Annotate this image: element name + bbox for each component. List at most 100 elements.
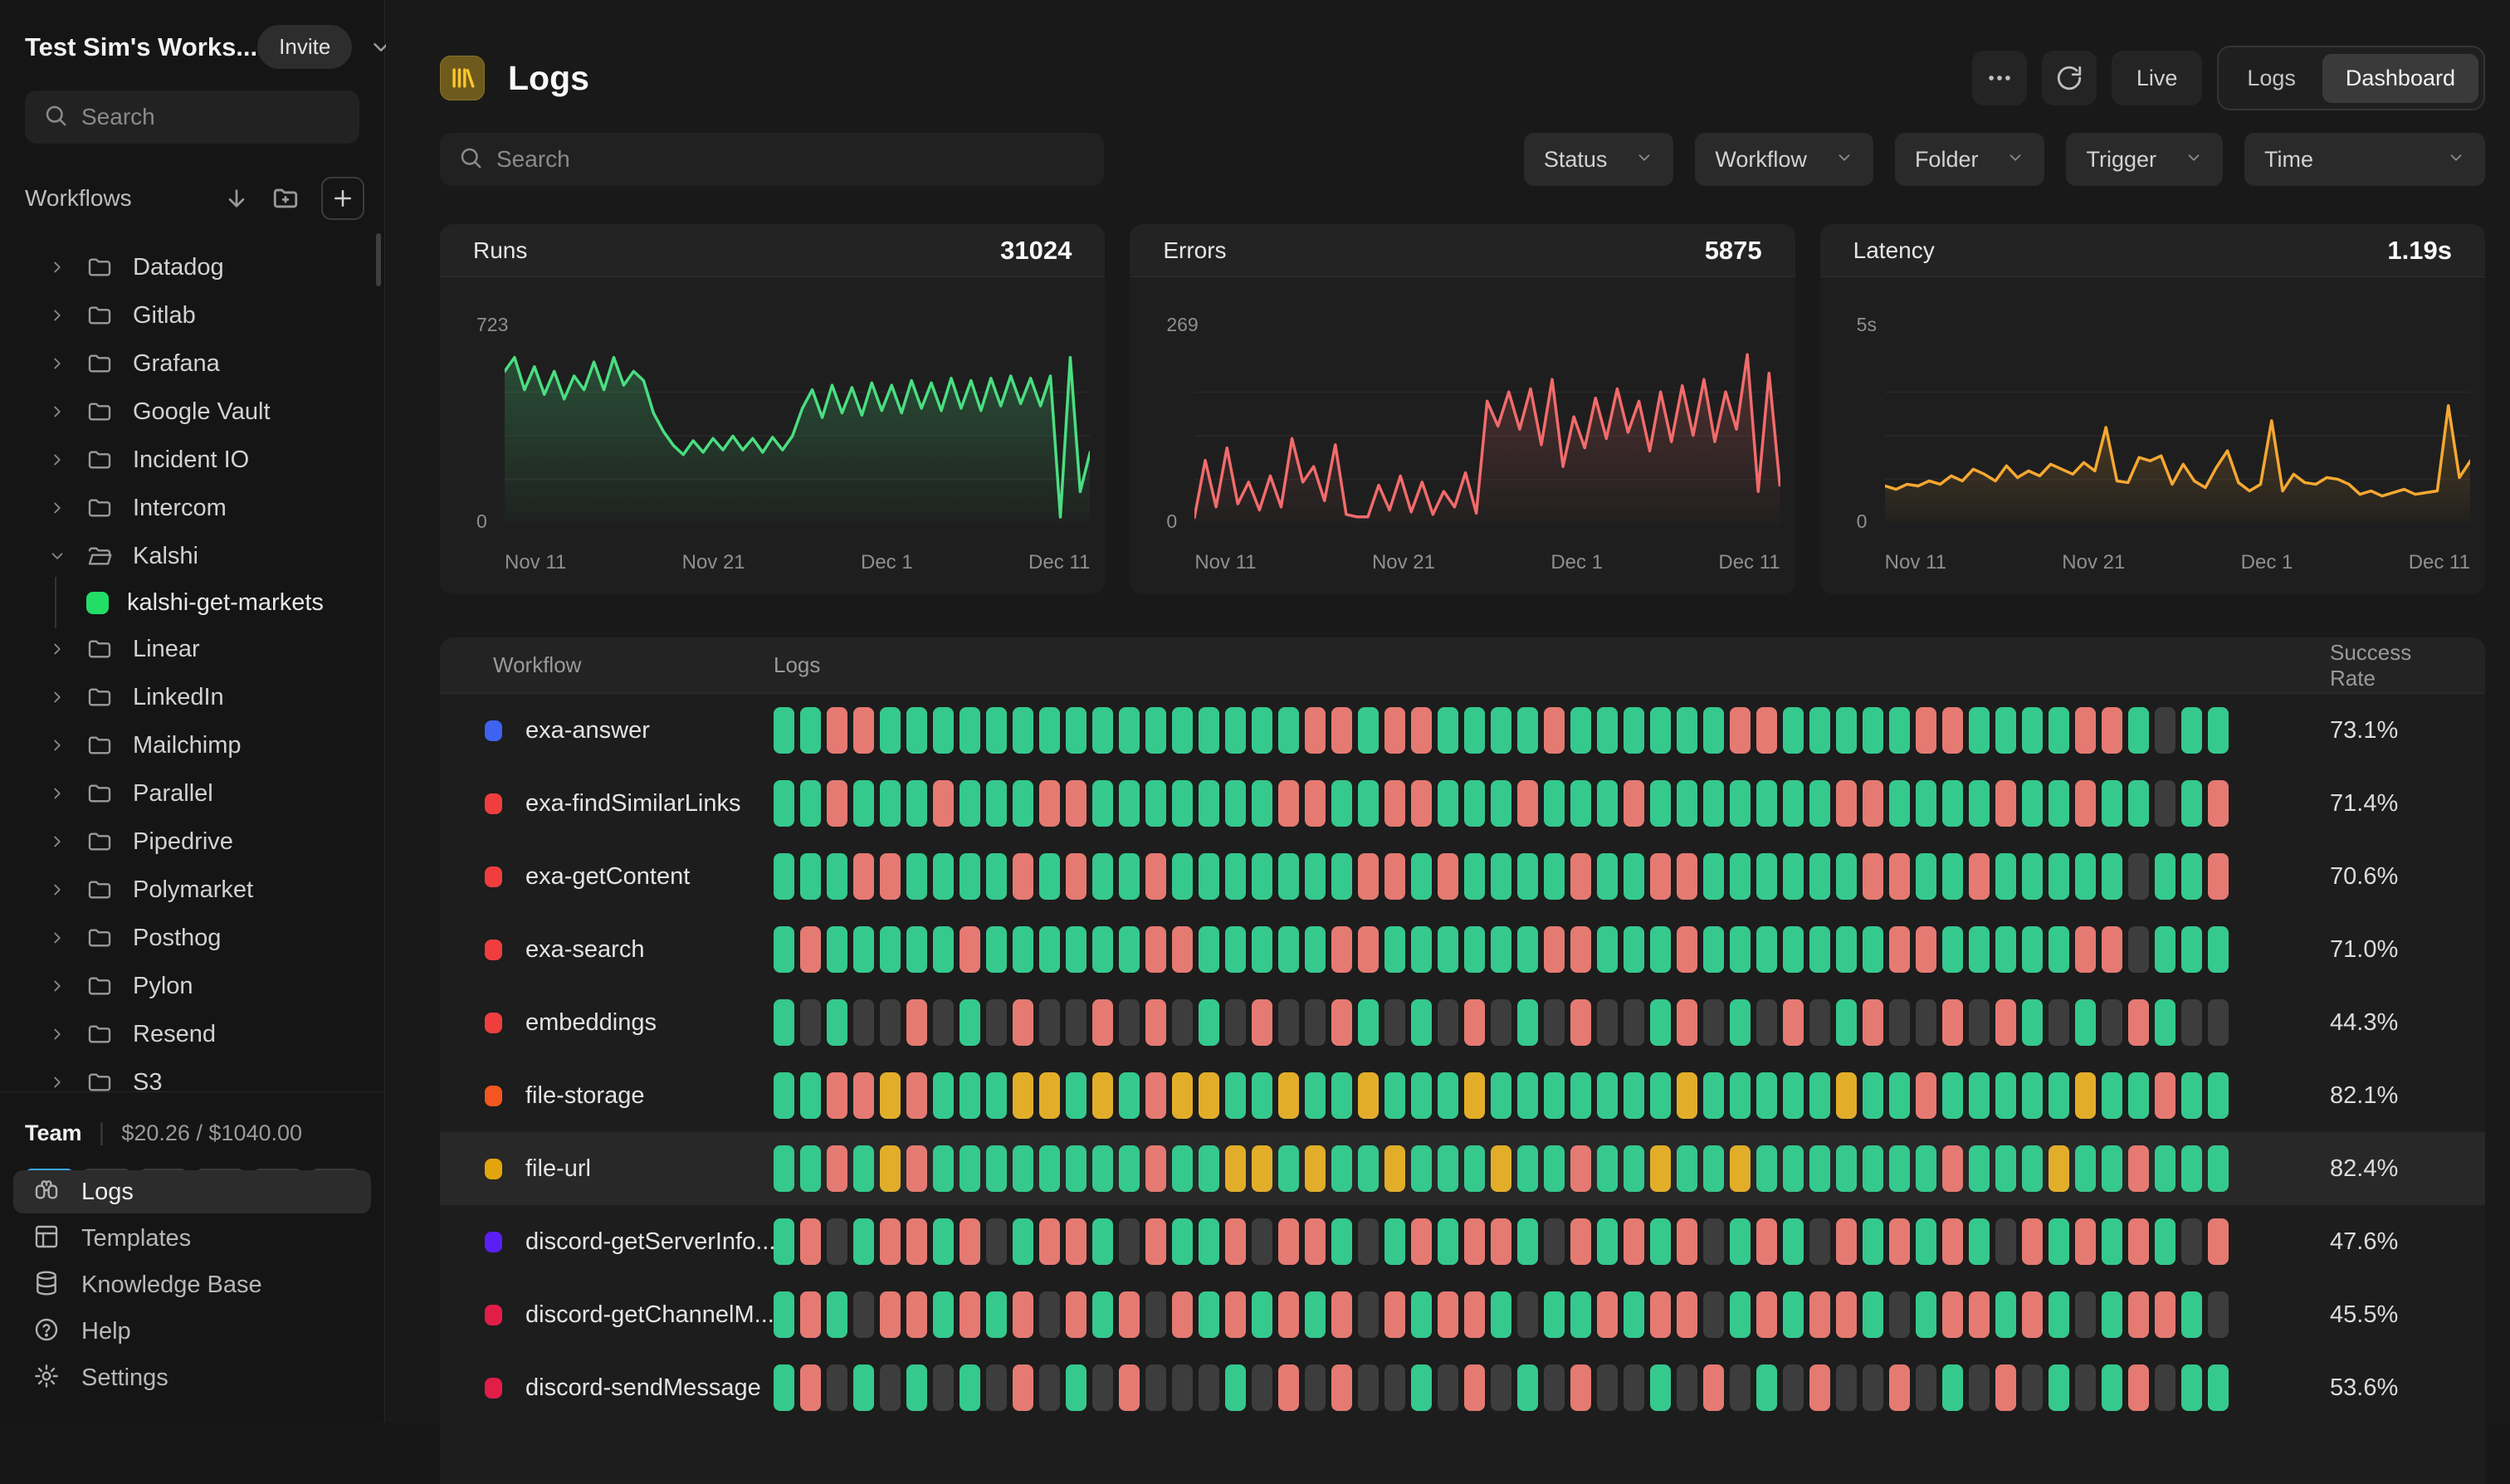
- log-status-bar[interactable]: [853, 707, 874, 754]
- log-status-bar[interactable]: [1570, 853, 1591, 900]
- log-status-bar[interactable]: [800, 999, 821, 1046]
- log-status-bar[interactable]: [2155, 780, 2175, 827]
- log-status-bar[interactable]: [1252, 707, 1272, 754]
- log-status-bar[interactable]: [1650, 999, 1671, 1046]
- log-status-bar[interactable]: [1942, 853, 1963, 900]
- log-status-bar[interactable]: [1092, 1218, 1113, 1265]
- log-status-bar[interactable]: [1916, 926, 1936, 973]
- log-status-bar[interactable]: [1438, 780, 1458, 827]
- log-status-bar[interactable]: [1756, 1218, 1777, 1265]
- log-status-bar[interactable]: [1039, 707, 1060, 754]
- sidebar-folder-kalshi[interactable]: Kalshi: [0, 532, 384, 580]
- log-status-bar[interactable]: [1119, 1291, 1140, 1338]
- log-status-bar[interactable]: [1597, 707, 1618, 754]
- log-status-bar[interactable]: [1863, 1291, 1883, 1338]
- log-status-bar[interactable]: [906, 1218, 927, 1265]
- log-status-bar[interactable]: [1863, 1364, 1883, 1411]
- log-status-bar[interactable]: [1544, 1072, 1565, 1119]
- sidebar-folder-pipedrive[interactable]: Pipedrive: [0, 818, 384, 866]
- log-status-bar[interactable]: [1172, 707, 1193, 754]
- log-status-bar[interactable]: [1438, 1291, 1458, 1338]
- table-row-exa-search[interactable]: exa-search71.0%: [440, 913, 2485, 986]
- log-status-bar[interactable]: [1411, 926, 1432, 973]
- log-status-bar[interactable]: [880, 1218, 901, 1265]
- log-status-bar[interactable]: [906, 1145, 927, 1192]
- log-status-bar[interactable]: [827, 707, 847, 754]
- log-status-bar[interactable]: [1252, 780, 1272, 827]
- log-status-bar[interactable]: [1013, 1145, 1033, 1192]
- log-status-bar[interactable]: [1517, 1291, 1538, 1338]
- log-status-bar[interactable]: [1995, 1218, 2016, 1265]
- log-status-bar[interactable]: [2022, 853, 2043, 900]
- log-status-bar[interactable]: [1889, 707, 1910, 754]
- log-status-bar[interactable]: [1252, 999, 1272, 1046]
- log-status-bar[interactable]: [1756, 780, 1777, 827]
- log-status-bar[interactable]: [1677, 1218, 1697, 1265]
- sidebar-search[interactable]: ⌘K: [25, 90, 359, 144]
- log-status-bar[interactable]: [827, 926, 847, 973]
- log-status-bar[interactable]: [1278, 1364, 1299, 1411]
- log-status-bar[interactable]: [1039, 853, 1060, 900]
- log-status-bar[interactable]: [1066, 707, 1087, 754]
- log-status-bar[interactable]: [1836, 1218, 1857, 1265]
- log-status-bar[interactable]: [906, 1072, 927, 1119]
- log-status-bar[interactable]: [1597, 926, 1618, 973]
- log-status-bar[interactable]: [906, 999, 927, 1046]
- table-row-file-url[interactable]: file-url82.4%: [440, 1132, 2485, 1205]
- log-status-bar[interactable]: [1995, 926, 2016, 973]
- log-status-bar[interactable]: [1199, 926, 1219, 973]
- log-status-bar[interactable]: [1916, 1291, 1936, 1338]
- log-status-bar[interactable]: [774, 926, 794, 973]
- log-status-bar[interactable]: [1809, 1291, 1830, 1338]
- log-status-bar[interactable]: [2181, 1364, 2202, 1411]
- log-status-bar[interactable]: [1863, 707, 1883, 754]
- log-status-bar[interactable]: [1756, 707, 1777, 754]
- log-status-bar[interactable]: [1225, 780, 1246, 827]
- log-status-bar[interactable]: [1650, 1218, 1671, 1265]
- sidebar-folder-google-vault[interactable]: Google Vault: [0, 388, 384, 436]
- log-status-bar[interactable]: [853, 1072, 874, 1119]
- log-status-bar[interactable]: [1756, 853, 1777, 900]
- log-status-bar[interactable]: [986, 999, 1007, 1046]
- log-status-bar[interactable]: [1172, 780, 1193, 827]
- log-status-bar[interactable]: [933, 853, 954, 900]
- log-status-bar[interactable]: [1650, 780, 1671, 827]
- log-status-bar[interactable]: [1145, 1072, 1166, 1119]
- log-status-bar[interactable]: [1331, 780, 1352, 827]
- log-status-bar[interactable]: [933, 926, 954, 973]
- log-status-bar[interactable]: [1066, 1364, 1087, 1411]
- log-status-bar[interactable]: [1145, 926, 1166, 973]
- log-status-bar[interactable]: [1730, 1291, 1751, 1338]
- log-status-bar[interactable]: [1650, 707, 1671, 754]
- log-status-bar[interactable]: [1438, 999, 1458, 1046]
- log-status-bar[interactable]: [1013, 707, 1033, 754]
- log-status-bar[interactable]: [1438, 1145, 1458, 1192]
- log-status-bar[interactable]: [933, 780, 954, 827]
- filter-dropdown-trigger[interactable]: Trigger: [2066, 133, 2223, 186]
- log-status-bar[interactable]: [1863, 926, 1883, 973]
- table-row-discord-sendmessage[interactable]: discord-sendMessage53.6%: [440, 1351, 2485, 1424]
- log-status-bar[interactable]: [1278, 999, 1299, 1046]
- log-status-bar[interactable]: [1039, 1218, 1060, 1265]
- log-status-bar[interactable]: [1225, 853, 1246, 900]
- log-status-bar[interactable]: [1783, 1364, 1804, 1411]
- log-status-bar[interactable]: [1570, 1145, 1591, 1192]
- log-status-bar[interactable]: [2208, 926, 2229, 973]
- log-status-bar[interactable]: [1411, 707, 1432, 754]
- sidebar-folder-posthog[interactable]: Posthog: [0, 914, 384, 962]
- log-status-bar[interactable]: [933, 999, 954, 1046]
- log-status-bar[interactable]: [1225, 926, 1246, 973]
- sidebar-folder-parallel[interactable]: Parallel: [0, 769, 384, 818]
- log-status-bar[interactable]: [1783, 707, 1804, 754]
- log-status-bar[interactable]: [1969, 1145, 1990, 1192]
- log-status-bar[interactable]: [1252, 853, 1272, 900]
- filter-dropdown-status[interactable]: Status: [1524, 133, 1674, 186]
- log-status-bar[interactable]: [2049, 853, 2069, 900]
- live-button[interactable]: Live: [2112, 51, 2203, 105]
- log-status-bar[interactable]: [1384, 1364, 1405, 1411]
- log-status-bar[interactable]: [1278, 707, 1299, 754]
- log-status-bar[interactable]: [2181, 999, 2202, 1046]
- log-status-bar[interactable]: [1942, 1218, 1963, 1265]
- log-status-bar[interactable]: [1889, 1145, 1910, 1192]
- log-status-bar[interactable]: [800, 1218, 821, 1265]
